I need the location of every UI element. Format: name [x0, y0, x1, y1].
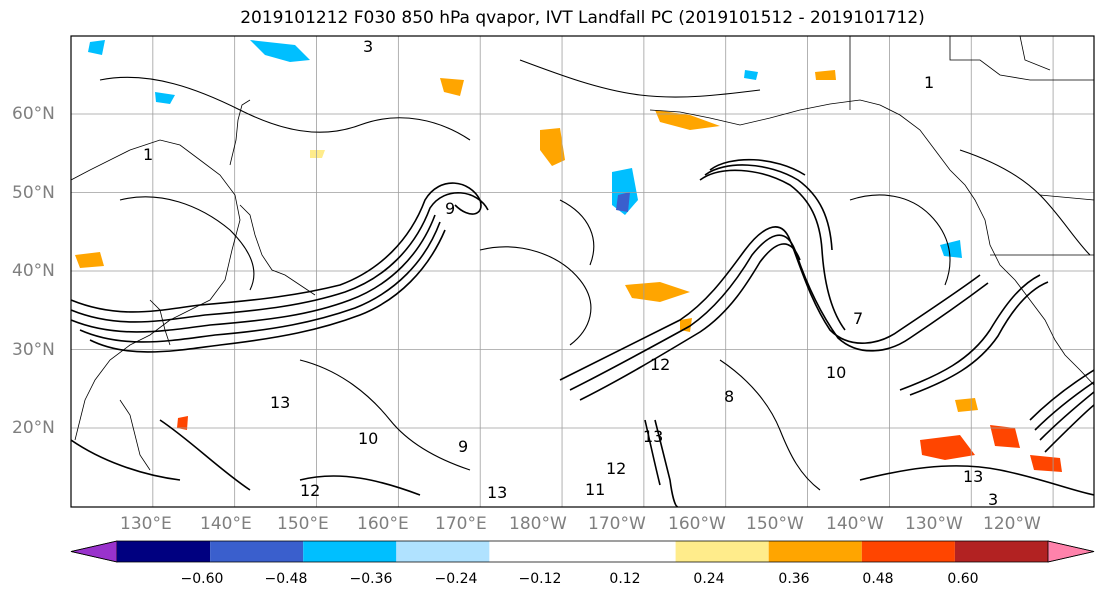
shade-positive-patch — [625, 282, 690, 302]
contour-label: 10 — [826, 363, 846, 382]
lon-label: 140°W — [826, 514, 884, 534]
shade-positive-patch — [177, 416, 188, 430]
colorbar-tick-label: 0.12 — [609, 571, 641, 587]
contour-label: 13 — [963, 467, 983, 486]
colorbar-segment — [861, 541, 955, 562]
contour-label: 12 — [606, 459, 626, 478]
contour-label: 3 — [363, 37, 373, 56]
lon-label: 170°E — [435, 514, 487, 534]
colorbar-tick-label: 0.24 — [693, 571, 725, 587]
contour-label: 12 — [650, 355, 670, 374]
shade-positive-patch — [440, 78, 464, 96]
lon-label: 180°W — [509, 514, 567, 534]
lat-label: 50°N — [12, 183, 55, 203]
lon-label: 160°W — [668, 514, 726, 534]
contour-label: 9 — [458, 437, 468, 456]
colorbar-tick-label: 0.60 — [947, 571, 979, 587]
shade-positive-patch — [955, 398, 978, 412]
colorbar-tick-label: −0.48 — [264, 571, 308, 587]
colorbar-segment — [954, 541, 1048, 562]
contour-lines-thin — [99, 59, 1091, 491]
shade-negative-patch — [155, 92, 175, 104]
contour-label: 10 — [358, 429, 378, 448]
contour-lines — [71, 158, 1094, 507]
colorbar-tick-label: −0.12 — [518, 571, 562, 587]
shade-negative-patch — [744, 70, 758, 80]
graticule — [71, 36, 1094, 507]
shade-positive-patch — [75, 252, 104, 268]
contour-label: 7 — [853, 309, 863, 328]
contour-label: 13 — [643, 427, 663, 446]
map-title: 2019101212 F030 850 hPa qvapor, IVT Land… — [240, 8, 925, 28]
colorbar-segment — [489, 541, 583, 562]
shading-layer — [75, 40, 1062, 472]
contour-label: 1 — [143, 145, 153, 164]
colorbar — [70, 540, 1095, 563]
colorbar-outline — [70, 540, 1095, 563]
contour-label: 13 — [270, 393, 290, 412]
lon-label: 150°E — [277, 514, 329, 534]
shade-positive-patch — [990, 425, 1020, 448]
colorbar-tick-label: −0.24 — [434, 571, 478, 587]
colorbar-segment — [768, 541, 862, 562]
lon-label: 160°E — [357, 514, 409, 534]
colorbar-extend-min — [70, 540, 118, 563]
lon-label: 140°E — [200, 514, 252, 534]
lat-label: 30°N — [12, 340, 55, 360]
contour-label: 12 — [300, 481, 320, 500]
shade-positive-patch — [815, 70, 836, 80]
shade-positive-patch — [655, 110, 720, 130]
colorbar-segment — [675, 541, 769, 562]
shade-positive-patch — [540, 128, 565, 166]
lon-label: 130°E — [120, 514, 172, 534]
lat-label: 40°N — [12, 261, 55, 281]
colorbar-segment — [117, 541, 211, 562]
shade-negative-patch — [88, 40, 105, 55]
contour-label: 3 — [988, 490, 998, 509]
shade-negative-patch — [616, 192, 630, 212]
shade-positive-patch — [920, 435, 975, 460]
map-panel — [71, 36, 1094, 507]
colorbar-tick-label: 0.36 — [778, 571, 810, 587]
shade-negative-patch — [940, 240, 962, 258]
colorbar-extend-max — [1047, 540, 1095, 563]
shade-positive-patch — [1030, 455, 1062, 472]
colorbar-segment — [210, 541, 304, 562]
lat-label: 20°N — [12, 418, 55, 438]
contour-label: 11 — [585, 480, 605, 499]
lon-label: 120°W — [983, 514, 1041, 534]
coastlines — [71, 36, 1094, 471]
contour-label: 13 — [487, 483, 507, 502]
lon-label: 150°W — [746, 514, 804, 534]
colorbar-segment — [303, 541, 397, 562]
contour-labels: 3 1 1 9 12 13 13 10 7 9 10 12 11 13 3 13… — [143, 37, 998, 509]
colorbar-tick-label: −0.36 — [349, 571, 393, 587]
lat-label: 60°N — [12, 104, 55, 124]
contour-label: 9 — [445, 199, 455, 218]
shade-positive-patch — [310, 150, 325, 158]
contour-label: 1 — [924, 73, 934, 92]
shade-positive-patch — [680, 318, 692, 332]
map-frame — [70, 35, 1095, 508]
lon-label: 170°W — [588, 514, 646, 534]
lon-label: 130°W — [905, 514, 963, 534]
contour-label: 8 — [724, 387, 734, 406]
colorbar-tick-label: −0.60 — [180, 571, 224, 587]
colorbar-segment — [582, 541, 676, 562]
shade-negative-patch — [250, 40, 310, 62]
colorbar-segment — [396, 541, 490, 562]
colorbar-tick-label: 0.48 — [862, 571, 894, 587]
